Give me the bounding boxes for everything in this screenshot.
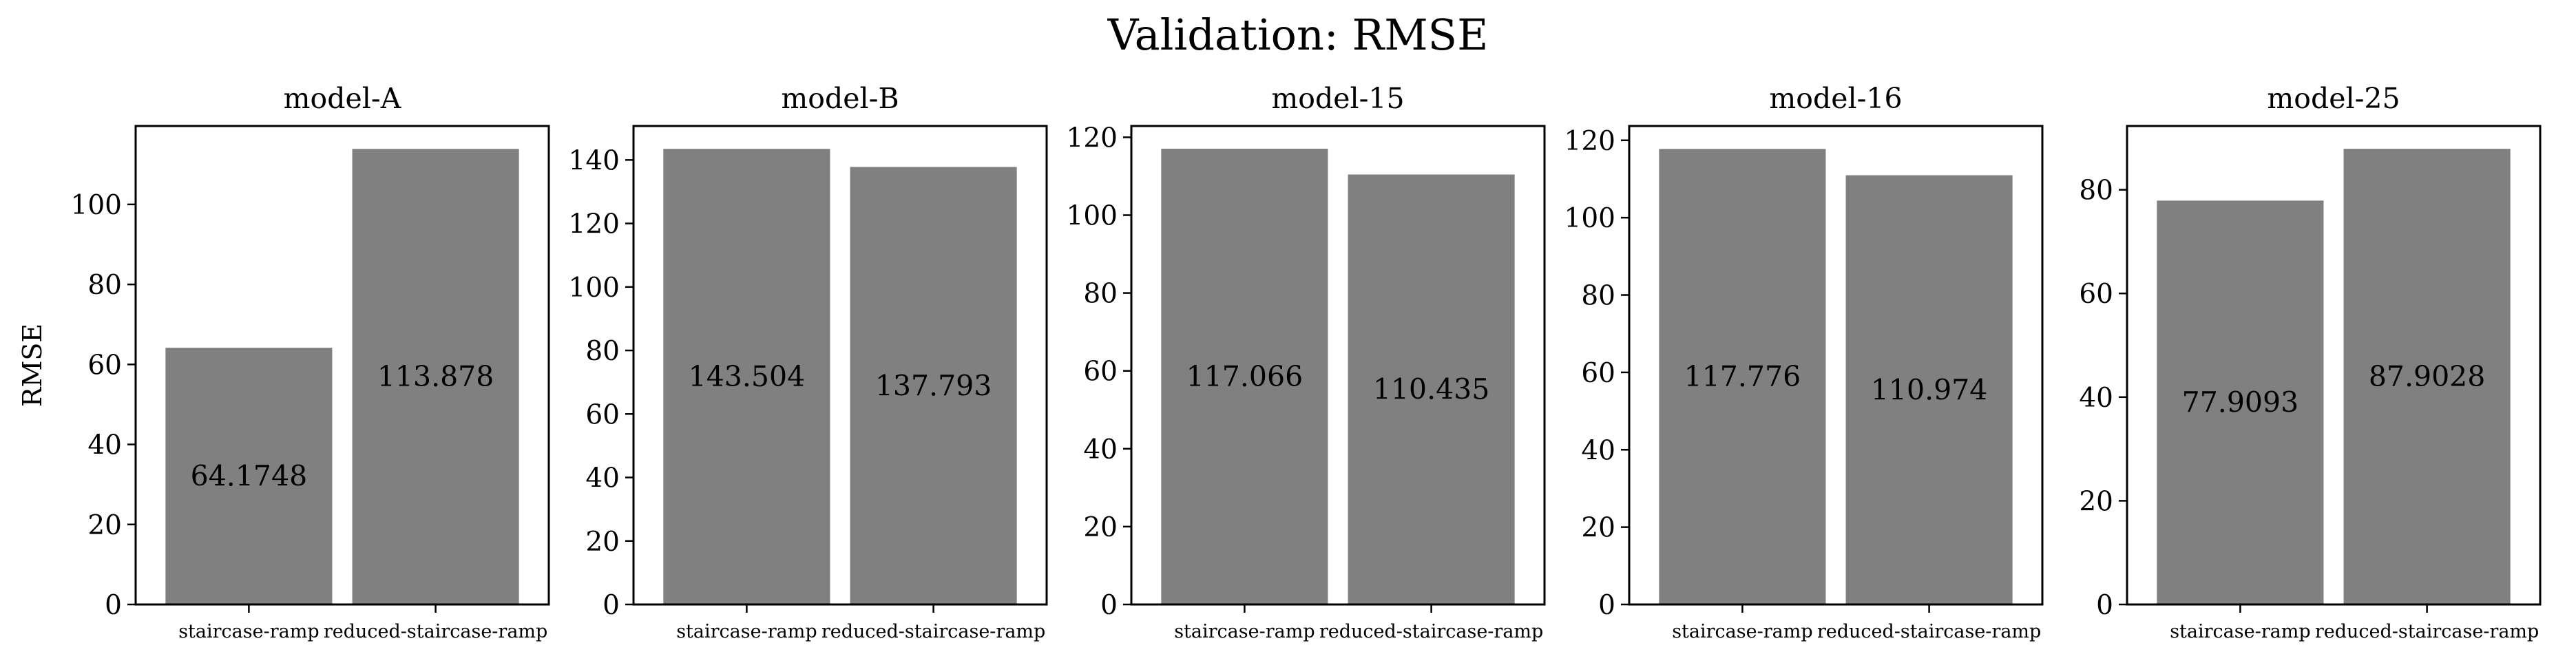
bar-reduced-staircase-ramp <box>850 167 1017 604</box>
axes-frame <box>2126 125 2542 606</box>
y-tick-label: 60 <box>2079 279 2113 310</box>
x-tick-label: staircase-ramp <box>676 621 817 642</box>
y-tick-label: 20 <box>1581 513 1615 544</box>
subplot-model-B: model-B 143.504 staircase-ramp 137.793 reduc… <box>569 82 1048 642</box>
y-tick-label: 60 <box>87 350 122 381</box>
x-tick-label: staircase-ramp <box>2170 621 2310 642</box>
y-tick-label: 60 <box>1083 357 1118 388</box>
y-tick-label: 20 <box>87 510 122 541</box>
y-tick-label: 120 <box>1067 123 1118 154</box>
bar-value-label: 117.776 <box>1684 360 1801 393</box>
y-tick-label: 20 <box>2079 486 2113 517</box>
bar-value-label: 110.974 <box>1871 373 1988 406</box>
y-tick-label: 80 <box>1083 279 1118 310</box>
axes-frame <box>632 125 1048 606</box>
y-tick-label: 120 <box>1564 126 1615 157</box>
x-tick-label: reduced-staircase-ramp <box>2315 621 2539 642</box>
bar-value-label: 87.9028 <box>2369 360 2486 393</box>
y-tick-label: 80 <box>585 336 620 367</box>
y-tick-label: 140 <box>569 145 620 176</box>
x-tick-label: staircase-ramp <box>178 621 319 642</box>
bar-value-label: 77.9093 <box>2182 386 2299 419</box>
x-tick-label: reduced-staircase-ramp <box>1817 621 2041 642</box>
y-tick-label: 60 <box>585 399 620 430</box>
bar-staircase-ramp <box>165 348 333 604</box>
bar-reduced-staircase-ramp <box>2343 149 2511 605</box>
y-tick-label: 60 <box>1581 358 1615 389</box>
bar-value-label: 110.435 <box>1373 373 1490 406</box>
y-tick-label: 0 <box>105 590 122 621</box>
y-tick-label: 40 <box>1083 434 1118 465</box>
axes-frame <box>1628 125 2044 606</box>
y-tick-label: 100 <box>1067 200 1118 231</box>
subplot-title: model-16 <box>1769 82 1902 115</box>
bar-staircase-ramp <box>1161 148 1328 605</box>
bar-reduced-staircase-ramp <box>1348 174 1515 604</box>
bar-value-label: 64.1748 <box>191 460 308 493</box>
y-tick-label: 40 <box>87 430 122 461</box>
subplot-title: model-25 <box>2267 82 2400 115</box>
y-tick-label: 40 <box>585 463 620 494</box>
bar-value-label: 117.066 <box>1186 360 1303 393</box>
bar-reduced-staircase-ramp <box>352 149 519 605</box>
x-tick-label: reduced-staircase-ramp <box>324 621 547 642</box>
bar-staircase-ramp <box>2157 200 2324 604</box>
y-tick-label: 40 <box>1581 435 1615 466</box>
subplot-title: model-B <box>781 82 899 115</box>
y-tick-label: 80 <box>2079 176 2113 207</box>
y-tick-label: 100 <box>569 273 620 304</box>
x-tick-label: reduced-staircase-ramp <box>1319 621 1543 642</box>
y-tick-label: 20 <box>1083 512 1118 543</box>
bar-value-label: 143.504 <box>689 360 806 393</box>
bar-staircase-ramp <box>1659 149 1826 605</box>
figure-title: Validation: RMSE <box>1107 10 1489 60</box>
axes-frame <box>134 125 550 606</box>
subplots: model-A RMSE 64.1748 staircase-ramp 113.878 r… <box>17 82 2542 642</box>
subplot-title: model-15 <box>1271 82 1404 115</box>
y-axis-label: RMSE <box>17 324 48 407</box>
y-tick-label: 100 <box>71 190 122 221</box>
y-tick-label: 80 <box>1581 281 1615 312</box>
y-tick-label: 80 <box>87 270 122 301</box>
bar-value-label: 137.793 <box>875 369 992 402</box>
bar-reduced-staircase-ramp <box>1845 175 2013 604</box>
bar-value-label: 113.878 <box>377 360 494 393</box>
x-tick-label: reduced-staircase-ramp <box>821 621 1045 642</box>
y-tick-label: 40 <box>2079 383 2113 414</box>
subplot-title: model-A <box>284 82 402 115</box>
subplot-model-15: model-15 117.066 staircase-ramp 110.435 redu… <box>1067 82 1546 642</box>
x-tick-label: staircase-ramp <box>1174 621 1315 642</box>
y-tick-label: 0 <box>603 590 620 621</box>
y-tick-label: 120 <box>569 209 620 240</box>
y-tick-label: 0 <box>1100 590 1118 621</box>
axes-frame <box>1130 125 1546 606</box>
bar-staircase-ramp <box>663 149 830 605</box>
y-tick-label: 20 <box>585 527 620 558</box>
y-tick-label: 0 <box>1598 590 1615 621</box>
subplot-model-25: model-25 77.9093 staircase-ramp 87.9028 redu… <box>2079 82 2542 642</box>
y-tick-label: 0 <box>2096 590 2113 621</box>
subplot-model-16: model-16 117.776 staircase-ramp 110.974 redu… <box>1564 82 2044 642</box>
x-tick-label: staircase-ramp <box>1672 621 1812 642</box>
subplot-model-A: model-A RMSE 64.1748 staircase-ramp 113.878 r… <box>17 82 550 642</box>
y-tick-label: 100 <box>1564 203 1615 234</box>
